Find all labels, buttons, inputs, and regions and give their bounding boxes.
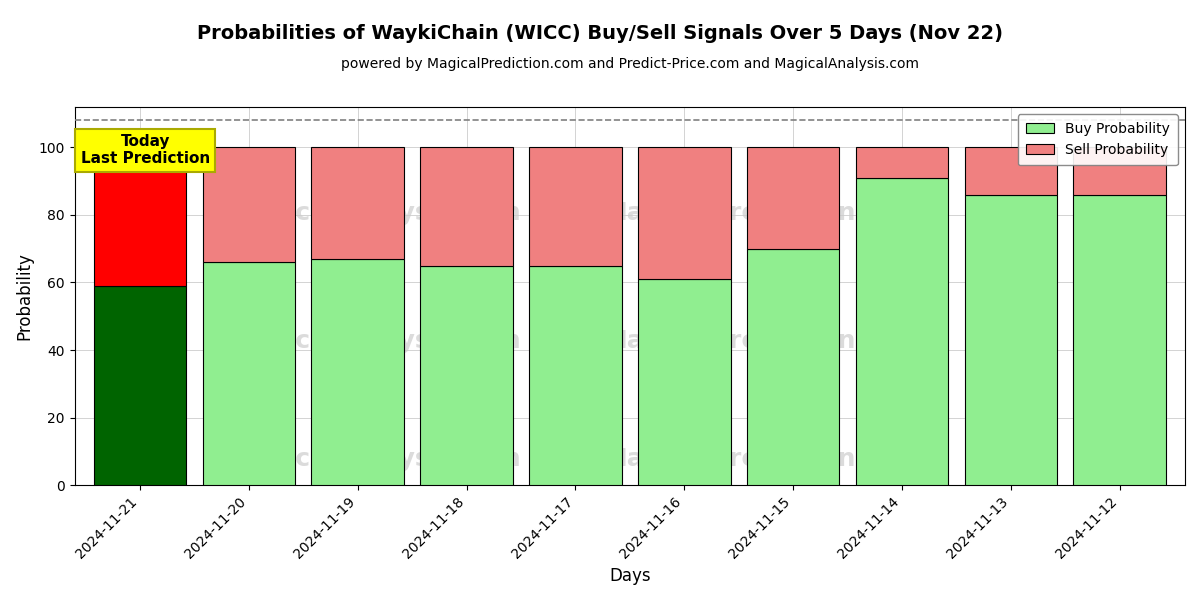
Bar bbox=[312, 148, 404, 259]
Bar bbox=[420, 148, 512, 266]
X-axis label: Days: Days bbox=[610, 567, 650, 585]
Bar bbox=[746, 148, 839, 249]
Bar bbox=[856, 178, 948, 485]
Y-axis label: Probability: Probability bbox=[16, 252, 34, 340]
Text: MagicalPrediction.com: MagicalPrediction.com bbox=[602, 446, 924, 470]
Bar bbox=[1074, 194, 1166, 485]
Text: MagicalAnalysis.com: MagicalAnalysis.com bbox=[228, 201, 521, 225]
Bar bbox=[312, 259, 404, 485]
Bar bbox=[746, 249, 839, 485]
Legend: Buy Probability, Sell Probability: Buy Probability, Sell Probability bbox=[1018, 114, 1178, 166]
Text: MagicalAnalysis.com: MagicalAnalysis.com bbox=[228, 446, 521, 470]
Text: MagicalAnalysis.com: MagicalAnalysis.com bbox=[228, 329, 521, 353]
Text: MagicalPrediction.com: MagicalPrediction.com bbox=[602, 201, 924, 225]
Bar bbox=[965, 194, 1057, 485]
Bar bbox=[1074, 148, 1166, 194]
Bar bbox=[638, 279, 731, 485]
Bar bbox=[203, 262, 295, 485]
Text: MagicalPrediction.com: MagicalPrediction.com bbox=[602, 329, 924, 353]
Bar bbox=[94, 148, 186, 286]
Bar bbox=[638, 148, 731, 279]
Text: Probabilities of WaykiChain (WICC) Buy/Sell Signals Over 5 Days (Nov 22): Probabilities of WaykiChain (WICC) Buy/S… bbox=[197, 24, 1003, 43]
Bar bbox=[965, 148, 1057, 194]
Bar bbox=[420, 266, 512, 485]
Title: powered by MagicalPrediction.com and Predict-Price.com and MagicalAnalysis.com: powered by MagicalPrediction.com and Pre… bbox=[341, 57, 919, 71]
Text: Today
Last Prediction: Today Last Prediction bbox=[80, 134, 210, 166]
Bar bbox=[529, 266, 622, 485]
Bar bbox=[529, 148, 622, 266]
Bar bbox=[203, 148, 295, 262]
Bar bbox=[94, 286, 186, 485]
Bar bbox=[856, 148, 948, 178]
